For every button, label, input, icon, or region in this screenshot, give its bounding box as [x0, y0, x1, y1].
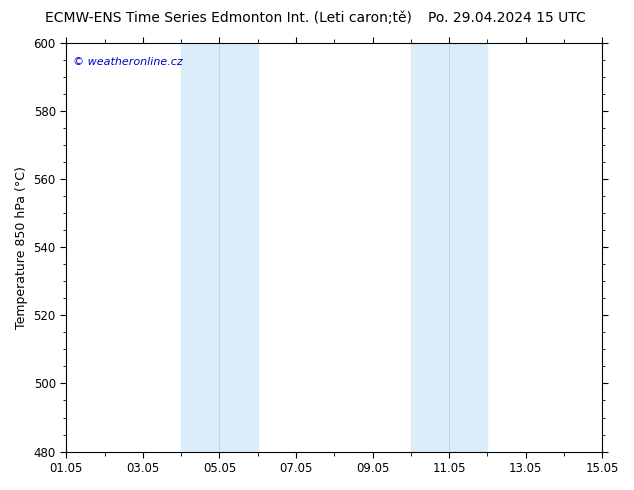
- Bar: [411, 43, 488, 452]
- Text: ECMW-ENS Time Series Edmonton Int. (Leti caron;tě): ECMW-ENS Time Series Edmonton Int. (Leti…: [45, 11, 411, 25]
- Bar: [181, 43, 257, 452]
- Text: Po. 29.04.2024 15 UTC: Po. 29.04.2024 15 UTC: [429, 11, 586, 25]
- Y-axis label: Temperature 850 hPa (°C): Temperature 850 hPa (°C): [15, 166, 28, 328]
- Text: © weatheronline.cz: © weatheronline.cz: [73, 57, 183, 67]
